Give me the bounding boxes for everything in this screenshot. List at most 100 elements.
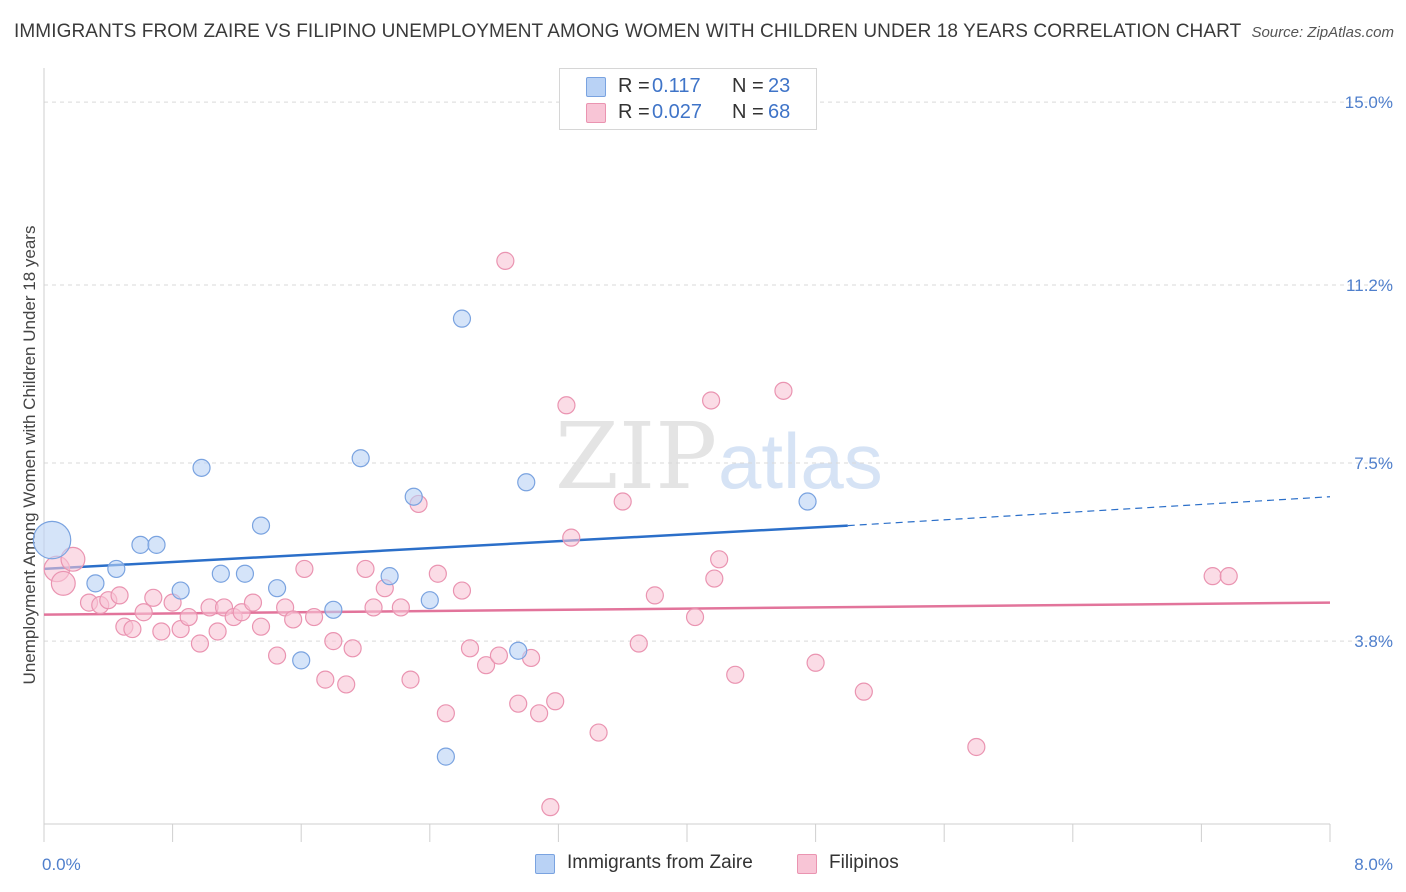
filipino-point [705, 569, 724, 588]
filipino-point [496, 251, 515, 270]
zaire-point [324, 600, 343, 619]
filipino-point [364, 598, 383, 617]
r-value: 0.027 [652, 101, 703, 123]
zaire-point [86, 574, 105, 593]
y-tick-label: 15.0% [1345, 93, 1393, 112]
correlation-legend: R = 0.117 N = 23 R = 0.027 N = 68 [559, 68, 817, 130]
zaire-point [436, 747, 455, 766]
filipino-point [428, 564, 447, 583]
filipino-point [1203, 567, 1222, 586]
zaire-trend-extension [847, 496, 1331, 527]
zaire-point [420, 591, 439, 610]
source-credit: Source: ZipAtlas.com [1251, 24, 1394, 41]
watermark-zip: ZIP [555, 403, 717, 510]
filipino-point [645, 586, 664, 605]
zaire-point [235, 564, 255, 583]
series-legend: Immigrants from Zaire Filipinos [0, 852, 1406, 878]
zaire-point [509, 641, 528, 660]
zaire-point [107, 559, 126, 579]
filipino-point [452, 581, 472, 600]
filipino-point [589, 723, 608, 742]
filipino-point [854, 682, 873, 701]
filipino-point [401, 670, 420, 689]
filipino-point [629, 634, 648, 653]
legend-label: Filipinos [829, 852, 899, 873]
zaire-point [211, 564, 230, 583]
filipino-point [509, 694, 528, 713]
filipino-point [123, 619, 142, 639]
filipino-point [337, 675, 356, 694]
filipino-point [613, 492, 632, 511]
filipino-point [304, 607, 324, 627]
legend-label: Immigrants from Zaire [567, 852, 753, 873]
chart-title: IMMIGRANTS FROM ZAIRE VS FILIPINO UNEMPL… [14, 21, 1242, 42]
filipino-point [190, 634, 210, 653]
filipino-point [557, 396, 576, 415]
filipino-point [562, 528, 581, 547]
x-tick-label: 8.0% [1354, 855, 1393, 874]
zaire-point [171, 581, 190, 600]
filipino-point [316, 670, 335, 689]
filipino-point [295, 559, 314, 579]
filipino-point [476, 656, 496, 675]
x-tick-label: 0.0% [42, 855, 81, 874]
y-tick-label: 11.2% [1346, 276, 1393, 295]
filipino-point [489, 646, 509, 665]
filipino-point [460, 639, 480, 658]
filipino-trend-line [43, 601, 1331, 616]
filipino-point [284, 610, 303, 629]
filipino-point [267, 646, 287, 665]
filipino-point [774, 381, 793, 400]
filipino-point [144, 588, 163, 607]
n-value: 23 [768, 75, 791, 97]
filipino-point [134, 603, 153, 622]
filipino-point [541, 798, 560, 817]
zaire-swatch [586, 77, 606, 97]
filipino-point [60, 546, 86, 572]
zaire-point [380, 567, 399, 586]
zaire-point [452, 309, 472, 328]
r-label: R = [618, 101, 650, 123]
filipino-point [530, 704, 549, 723]
zaire-point [131, 535, 150, 554]
filipino-point [726, 665, 745, 684]
zaire-point [147, 535, 166, 554]
zaire-point [32, 520, 72, 560]
zaire-point [404, 487, 423, 506]
filipino-point [179, 607, 198, 627]
filipino-point [50, 570, 76, 596]
filipino-point [391, 598, 410, 617]
filipino-point [546, 692, 565, 711]
filipino-point [251, 617, 271, 636]
filipino-point [208, 622, 227, 641]
zaire-point [292, 651, 311, 670]
filipino-point [685, 607, 705, 627]
filipino-point [702, 391, 721, 410]
filipino-point [324, 632, 343, 651]
filipino-point [243, 593, 263, 612]
r-label: R = [618, 75, 650, 97]
filipino-point [1219, 567, 1238, 586]
zaire-point [267, 579, 287, 598]
n-label: N = [732, 75, 764, 97]
y-tick-label: 3.8% [1354, 632, 1393, 651]
filipino-point [343, 639, 362, 658]
filipino-swatch [797, 854, 817, 874]
y-tick-label: 7.5% [1354, 454, 1393, 473]
zaire-swatch [535, 854, 555, 874]
filipino-point [967, 737, 986, 757]
zaire-point [517, 473, 536, 492]
zaire-trend-line [43, 524, 848, 571]
filipino-point [110, 586, 129, 605]
n-value: 68 [768, 101, 791, 123]
filipino-point [710, 550, 729, 569]
filipino-point [152, 622, 171, 641]
watermark-atlas: atlas [718, 417, 883, 505]
filipino-point [806, 653, 825, 672]
n-label: N = [732, 101, 764, 123]
zaire-point [251, 516, 271, 535]
r-value: 0.117 [652, 75, 701, 97]
zaire-point [798, 492, 817, 511]
zaire-point [351, 449, 370, 468]
